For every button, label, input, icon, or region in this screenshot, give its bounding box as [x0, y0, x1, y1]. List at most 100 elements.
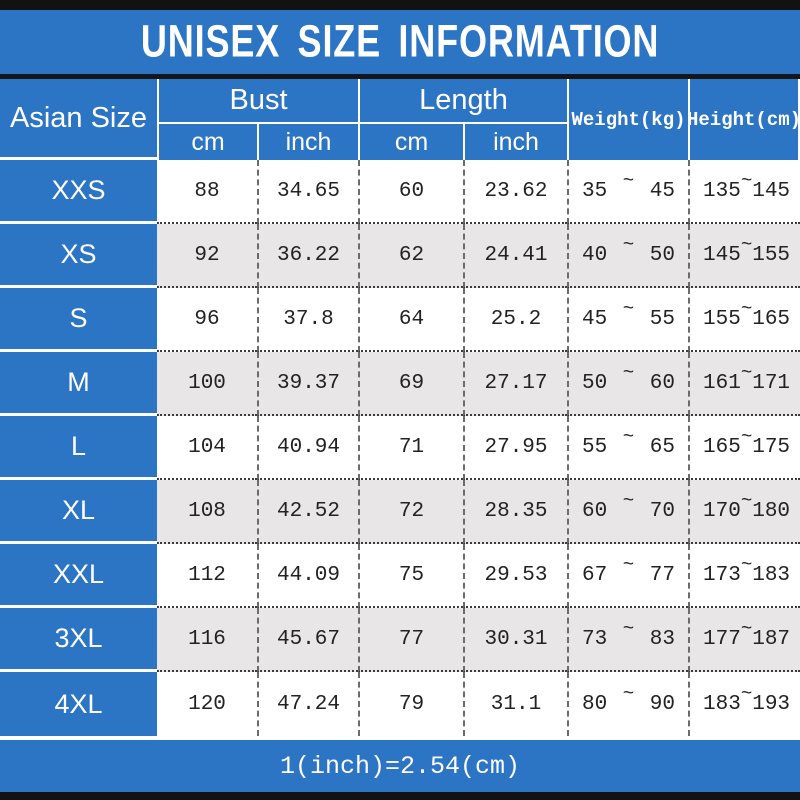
weight-min: 73 [582, 627, 608, 651]
table-header: Asian Size Bust Length Weight(kg) Height… [0, 79, 800, 160]
bust-cm-cell: 112 [157, 544, 257, 608]
tilde: ~ [740, 683, 753, 705]
weight-range-cell: 45 ~ 55 [567, 288, 688, 352]
tilde: ~ [740, 234, 753, 256]
tilde: ~ [622, 490, 635, 512]
height-min: 173 [703, 563, 741, 587]
length-cm-cell: 71 [358, 416, 463, 480]
height-range-cell: 161 ~ 171 [688, 352, 800, 416]
bust-inch-cell: 44.09 [257, 544, 358, 608]
size-label-cell: M [0, 352, 157, 416]
bust-cm-cell: 104 [157, 416, 257, 480]
length-inch-cell: 23.62 [463, 160, 567, 224]
height-range-cell: 135 ~ 145 [688, 160, 800, 224]
length-cm-cell: 62 [358, 224, 463, 288]
table-row-3xl: 3XL 116 45.67 77 30.31 73 ~ 83 177 ~ 187 [0, 608, 800, 672]
table-row-s: S 96 37.8 64 25.2 45 ~ 55 155 ~ 165 [0, 288, 800, 352]
weight-max: 90 [649, 692, 675, 716]
size-label-cell: L [0, 416, 157, 480]
length-cm-cell: 64 [358, 288, 463, 352]
table-row-xs: XS 92 36.22 62 24.41 40 ~ 50 145 ~ 155 [0, 224, 800, 288]
bust-cm-cell: 116 [157, 608, 257, 672]
height-min: 145 [703, 243, 741, 267]
col-subheader-length-cm: cm [358, 122, 463, 160]
length-inch-cell: 31.1 [463, 672, 567, 736]
col-subheader-bust-cm: cm [157, 122, 257, 160]
bust-cm-cell: 96 [157, 288, 257, 352]
height-range-cell: 155 ~ 165 [688, 288, 800, 352]
weight-range-cell: 67 ~ 77 [567, 544, 688, 608]
weight-range-cell: 73 ~ 83 [567, 608, 688, 672]
height-range-cell: 165 ~ 175 [688, 416, 800, 480]
bust-inch-cell: 39.37 [257, 352, 358, 416]
table-row-m: M 100 39.37 69 27.17 50 ~ 60 161 ~ 171 [0, 352, 800, 416]
weight-max: 55 [649, 307, 675, 331]
height-max: 183 [752, 563, 791, 587]
bust-inch-cell: 36.22 [257, 224, 358, 288]
size-label-cell: S [0, 288, 157, 352]
size-label-cell: 3XL [0, 608, 157, 672]
length-inch-cell: 28.35 [463, 480, 567, 544]
col-group-length: Length [358, 79, 567, 122]
table-row-xxs: XXS 88 34.65 60 23.62 35 ~ 45 135 ~ 145 [0, 160, 800, 224]
bust-cm-cell: 100 [157, 352, 257, 416]
tilde: ~ [622, 170, 635, 192]
title-banner: UNISEX SIZE INFORMATION [0, 10, 800, 74]
height-range-cell: 177 ~ 187 [688, 608, 800, 672]
height-max: 145 [752, 179, 791, 203]
tilde: ~ [740, 298, 753, 320]
weight-min: 35 [582, 179, 608, 203]
length-inch-cell: 25.2 [463, 288, 567, 352]
length-inch-cell: 30.31 [463, 608, 567, 672]
tilde: ~ [740, 618, 753, 640]
weight-max: 65 [649, 435, 675, 459]
height-min: 170 [703, 499, 741, 523]
title-separator [0, 74, 800, 79]
bust-inch-cell: 34.65 [257, 160, 358, 224]
tilde: ~ [622, 298, 635, 320]
tilde: ~ [622, 234, 635, 256]
weight-min: 45 [582, 307, 608, 331]
height-range-cell: 173 ~ 183 [688, 544, 800, 608]
weight-range-cell: 50 ~ 60 [567, 352, 688, 416]
length-cm-cell: 79 [358, 672, 463, 736]
length-cm-cell: 69 [358, 352, 463, 416]
tilde: ~ [622, 618, 635, 640]
height-max: 175 [752, 435, 791, 459]
weight-min: 60 [582, 499, 608, 523]
bust-cm-cell: 108 [157, 480, 257, 544]
length-cm-cell: 72 [358, 480, 463, 544]
height-min: 177 [703, 627, 741, 651]
height-min: 161 [703, 371, 741, 395]
col-header-weight: Weight(kg) [567, 79, 688, 160]
col-subheader-length-inch: inch [463, 122, 567, 160]
length-cm-cell: 77 [358, 608, 463, 672]
tilde: ~ [740, 490, 753, 512]
tilde: ~ [740, 554, 753, 576]
table-row-l: L 104 40.94 71 27.95 55 ~ 65 165 ~ 175 [0, 416, 800, 480]
size-label-cell: XS [0, 224, 157, 288]
tilde: ~ [622, 362, 635, 384]
length-inch-cell: 29.53 [463, 544, 567, 608]
bottom-black-bar [0, 792, 800, 800]
height-min: 183 [703, 692, 741, 716]
height-max: 165 [752, 307, 791, 331]
height-max: 193 [752, 692, 791, 716]
weight-range-cell: 55 ~ 65 [567, 416, 688, 480]
bust-cm-cell: 88 [157, 160, 257, 224]
height-max: 155 [752, 243, 791, 267]
page-title: UNISEX SIZE INFORMATION [140, 16, 660, 67]
tilde: ~ [622, 554, 635, 576]
tilde: ~ [740, 426, 753, 448]
weight-max: 60 [649, 371, 675, 395]
col-subheader-bust-inch: inch [257, 122, 358, 160]
height-max: 187 [752, 627, 791, 651]
weight-range-cell: 60 ~ 70 [567, 480, 688, 544]
size-label-cell: XXL [0, 544, 157, 608]
bust-inch-cell: 42.52 [257, 480, 358, 544]
table-row-xxl: XXL 112 44.09 75 29.53 67 ~ 77 173 ~ 183 [0, 544, 800, 608]
height-range-cell: 145 ~ 155 [688, 224, 800, 288]
weight-max: 77 [649, 563, 675, 587]
weight-min: 40 [582, 243, 608, 267]
size-label-cell: XL [0, 480, 157, 544]
